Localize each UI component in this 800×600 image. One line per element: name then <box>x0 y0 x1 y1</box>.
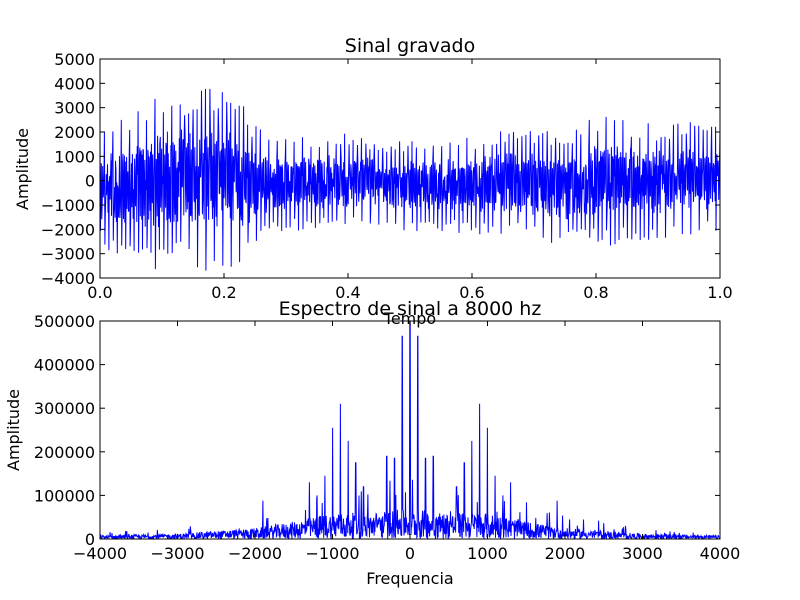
x-tick-label: −2000 <box>228 544 282 563</box>
x-tick-label: 2000 <box>545 544 586 563</box>
x-tick-label: 0.4 <box>335 283 360 302</box>
signal-x-ticks: 0.0 0.2 0.4 0.6 0.8 1.0 <box>87 59 733 302</box>
y-tick-label: 0 <box>85 172 95 191</box>
x-tick-label: 0.0 <box>87 283 112 302</box>
spectrum-plot: −4000 −3000 −2000 −1000 0 1000 2000 3000 4000 0 1… <box>4 298 740 588</box>
spectrum-x-ticks: −4000 −3000 −2000 −1000 0 1000 2000 3000 4000 <box>73 321 740 563</box>
signal-x-axis-label: Tempo <box>383 309 436 328</box>
y-tick-label: 300000 <box>34 399 95 418</box>
y-tick-label: 3000 <box>54 99 95 118</box>
y-tick-label: −1000 <box>41 196 95 215</box>
spectrum-y-ticks: 0 100000 200000 300000 400000 500000 <box>34 312 720 549</box>
y-tick-label: 400000 <box>34 356 95 375</box>
signal-y-ticks: −4000 −3000 −2000 −1000 0 1000 2000 3000 4000 500… <box>41 50 720 288</box>
spectrum-plot-area <box>100 321 720 539</box>
y-tick-label: 500000 <box>34 312 95 331</box>
y-tick-label: 5000 <box>54 50 95 69</box>
x-tick-label: 0.6 <box>459 283 484 302</box>
x-tick-label: 4000 <box>700 544 741 563</box>
x-tick-label: 3000 <box>622 544 663 563</box>
spectrum-x-axis-label: Frequencia <box>366 569 453 588</box>
x-tick-label: 0 <box>405 544 415 563</box>
signal-plot-area <box>100 88 720 271</box>
x-tick-label: 0.2 <box>211 283 236 302</box>
y-tick-label: 200000 <box>34 443 95 462</box>
y-tick-label: −3000 <box>41 245 95 264</box>
y-tick-label: 2000 <box>54 123 95 142</box>
signal-plot-frame <box>99 58 721 279</box>
y-tick-label: 0 <box>85 530 95 549</box>
x-tick-label: −3000 <box>150 544 204 563</box>
y-tick-label: 1000 <box>54 147 95 166</box>
x-tick-label: 1.0 <box>707 283 732 302</box>
spectrum-plot-title: Espectro de sinal a 8000 hz <box>279 298 542 320</box>
x-tick-label: 1000 <box>467 544 508 563</box>
x-tick-label: −1000 <box>305 544 359 563</box>
x-tick-label: −4000 <box>73 544 127 563</box>
y-tick-label: 4000 <box>54 74 95 93</box>
signal-plot: Sinal gravado 0.0 0.2 0.4 0.6 0.8 1.0 −4000 −3… <box>13 35 733 328</box>
signal-plot-title: Sinal gravado <box>345 35 475 57</box>
signal-line <box>100 88 720 271</box>
y-tick-label: 100000 <box>34 486 95 505</box>
y-tick-label: −2000 <box>41 220 95 239</box>
signal-y-axis-label: Amplitude <box>13 128 32 210</box>
spectrum-line <box>100 321 720 539</box>
spectrum-y-axis-label: Amplitude <box>4 389 23 471</box>
y-tick-label: −4000 <box>41 269 95 288</box>
x-tick-label: 0.8 <box>583 283 608 302</box>
